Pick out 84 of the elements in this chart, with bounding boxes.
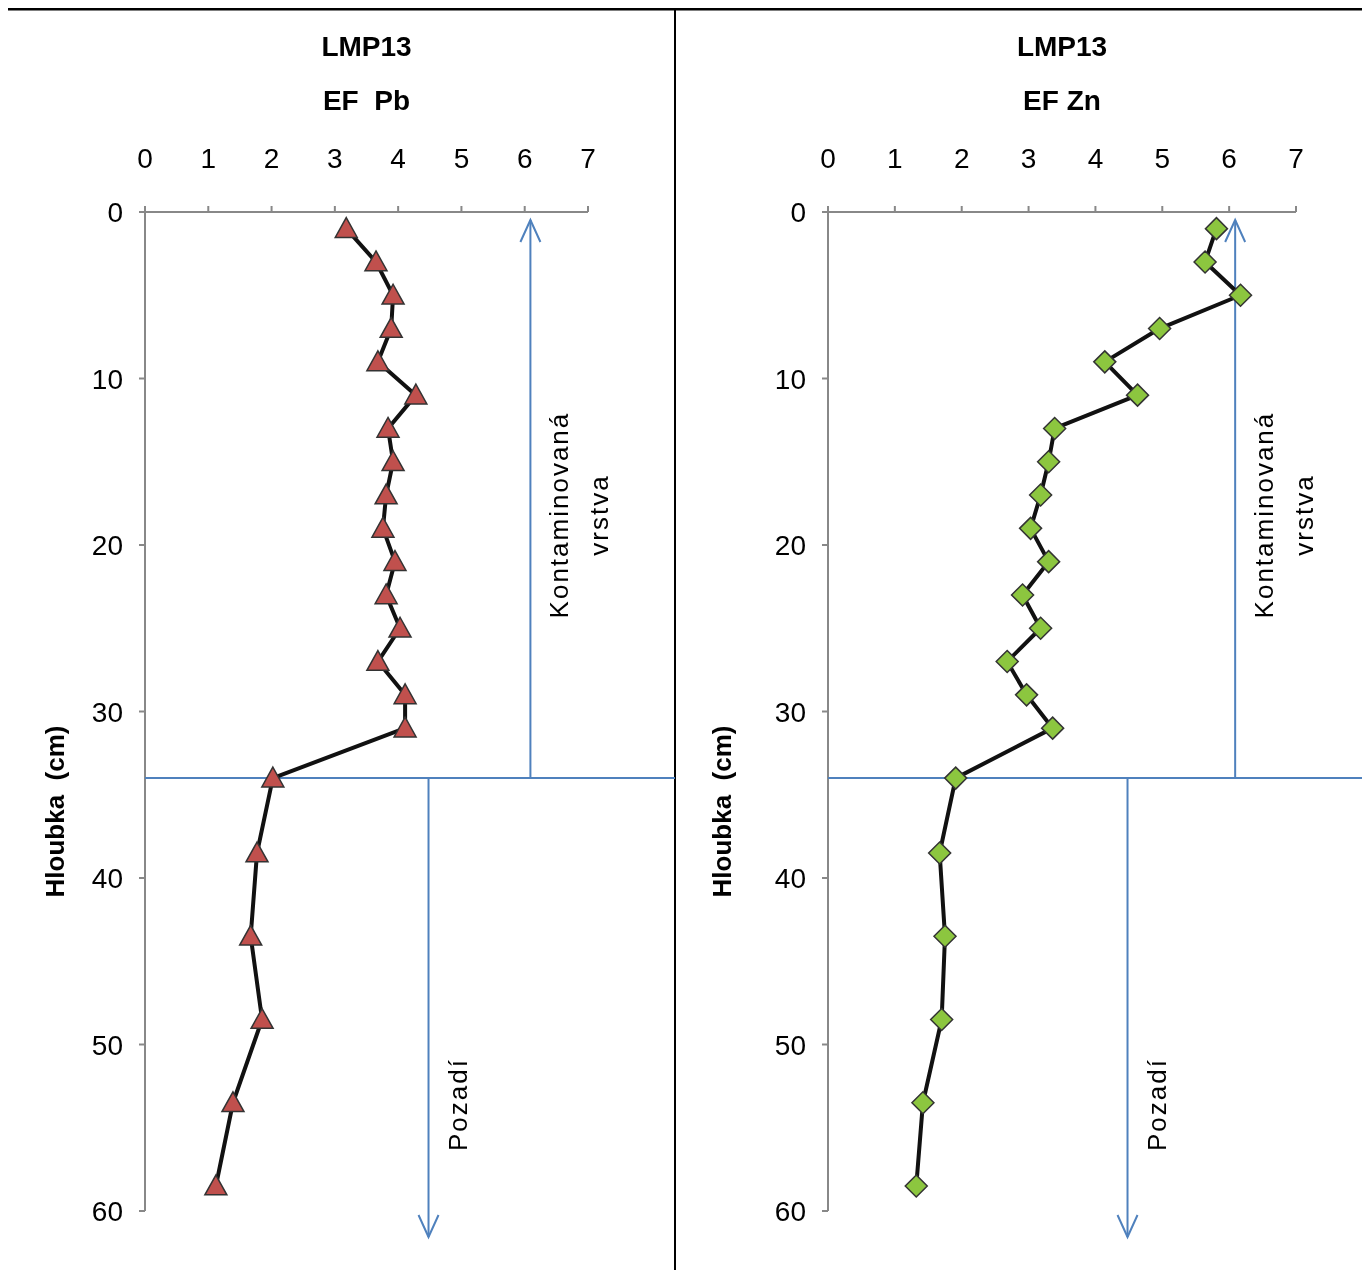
point <box>911 1091 935 1115</box>
point <box>927 841 952 865</box>
point <box>1042 416 1067 441</box>
y-tick-label: 50 <box>91 1029 123 1061</box>
point <box>374 583 398 605</box>
point <box>381 450 405 472</box>
x-tick-label: 2 <box>953 143 970 174</box>
point <box>364 250 388 272</box>
y-tick-label: 20 <box>774 530 806 561</box>
point <box>374 483 398 505</box>
y-tick-label: 0 <box>107 197 123 228</box>
point <box>1018 516 1043 541</box>
point <box>1028 616 1053 640</box>
x-tick-label: 3 <box>1020 143 1037 174</box>
point <box>393 683 417 705</box>
point <box>334 216 358 239</box>
point <box>371 516 395 538</box>
point <box>379 316 403 339</box>
point <box>393 716 417 738</box>
point <box>1014 683 1039 707</box>
point <box>250 1007 274 1030</box>
point <box>381 283 405 305</box>
point <box>245 841 269 863</box>
point <box>904 1174 928 1198</box>
point <box>1204 216 1229 241</box>
point <box>383 549 407 572</box>
point <box>404 383 428 405</box>
point <box>1228 283 1253 307</box>
chart-subtitle: EF Pb <box>322 85 411 116</box>
point <box>1193 250 1217 274</box>
point <box>221 1091 245 1113</box>
annotation: Pozadí <box>442 1058 473 1152</box>
annotation: Kontaminovaná vrstva <box>544 411 615 619</box>
point <box>1028 483 1053 507</box>
y-tick-label: 60 <box>91 1196 123 1227</box>
point <box>204 1174 228 1196</box>
annotation: Pozadí <box>1141 1058 1172 1152</box>
y-axis-title: Hloubka (cm) <box>40 725 70 898</box>
chart-title: LMP13 <box>1016 31 1108 62</box>
point <box>929 1007 954 1032</box>
x-tick-label: 7 <box>580 143 596 174</box>
point <box>1036 549 1061 574</box>
x-tick-label: 3 <box>327 143 343 174</box>
x-tick-label: 5 <box>453 143 470 174</box>
x-tick-label: 0 <box>820 143 836 174</box>
x-tick-label: 4 <box>1087 143 1104 174</box>
point <box>238 924 263 946</box>
point <box>1147 316 1172 341</box>
x-tick-label: 1 <box>887 143 903 174</box>
y-tick-label: 50 <box>774 1029 806 1061</box>
chart-subtitle: EF Zn <box>1023 85 1101 116</box>
annotation: Kontaminovaná vrstva <box>1249 411 1320 619</box>
x-tick-label: 5 <box>1154 143 1171 174</box>
y-axis-title: Hloubka (cm) <box>707 725 737 898</box>
y-tick-label: 60 <box>774 1196 806 1227</box>
x-tick-label: 0 <box>137 143 153 174</box>
y-tick-label: 40 <box>91 863 123 894</box>
chart-title: LMP13 <box>321 31 412 62</box>
y-tick-label: 10 <box>774 363 806 395</box>
y-tick-label: 10 <box>91 363 123 395</box>
point <box>1040 716 1065 740</box>
x-tick-label: 1 <box>200 143 217 174</box>
point <box>1036 450 1061 474</box>
point <box>1093 350 1117 374</box>
y-tick-label: 30 <box>91 696 123 728</box>
x-tick-label: 6 <box>516 143 533 174</box>
point <box>933 924 957 949</box>
point <box>366 350 390 372</box>
x-tick-label: 2 <box>263 143 280 174</box>
point <box>943 766 968 790</box>
y-tick-label: 20 <box>91 530 123 561</box>
x-tick-label: 6 <box>1221 143 1237 174</box>
point <box>995 649 1019 674</box>
point <box>1010 583 1035 607</box>
x-tick-label: 4 <box>390 143 406 174</box>
y-tick-label: 30 <box>774 696 806 728</box>
y-tick-label: 40 <box>774 863 806 894</box>
point <box>376 416 400 438</box>
y-tick-label: 0 <box>790 197 806 228</box>
point <box>366 649 390 672</box>
x-tick-label: 7 <box>1288 143 1304 174</box>
point <box>261 766 285 788</box>
point <box>388 616 412 638</box>
point <box>1125 383 1150 407</box>
